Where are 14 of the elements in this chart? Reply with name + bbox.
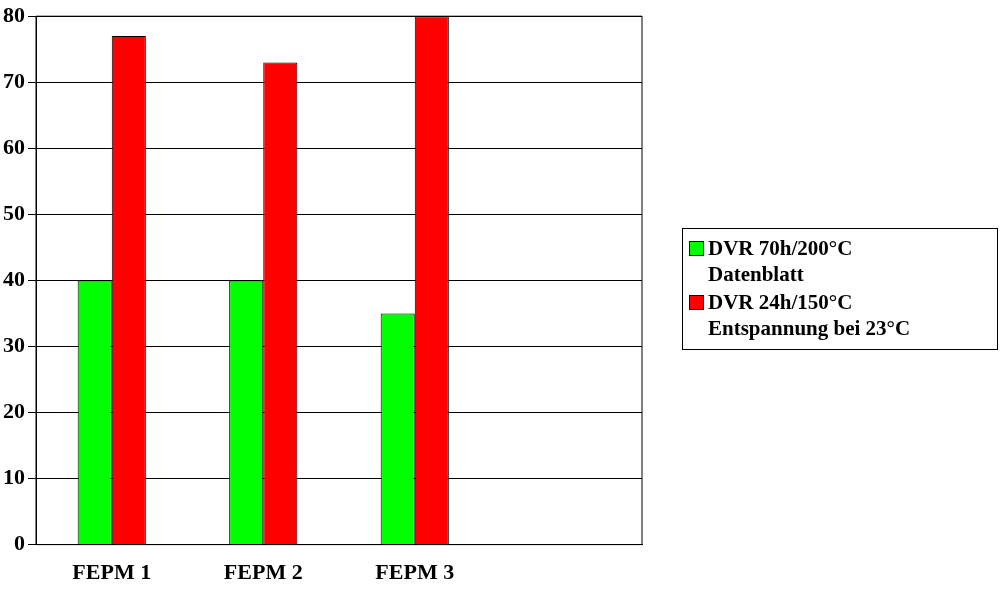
y-tick-label: 60 [3, 133, 25, 159]
y-tick-label: 10 [3, 464, 25, 490]
x-tick-label: FEPM 2 [223, 559, 303, 585]
y-tick-label: 40 [3, 266, 25, 292]
y-tick-label: 0 [14, 530, 25, 556]
legend-label: DVR 70h/200°C Datenblatt [708, 235, 854, 287]
x-tick-label: FEPM 1 [72, 559, 152, 585]
y-tick-label: 70 [3, 67, 25, 93]
y-tick-label: 30 [3, 332, 25, 358]
y-tick-label: 80 [3, 1, 25, 27]
y-tick-label: 50 [3, 200, 25, 226]
legend-label: DVR 24h/150°C Entspannung bei 23°C [708, 289, 912, 341]
x-tick-label: FEPM 3 [375, 559, 455, 585]
y-tick-label: 20 [3, 398, 25, 424]
